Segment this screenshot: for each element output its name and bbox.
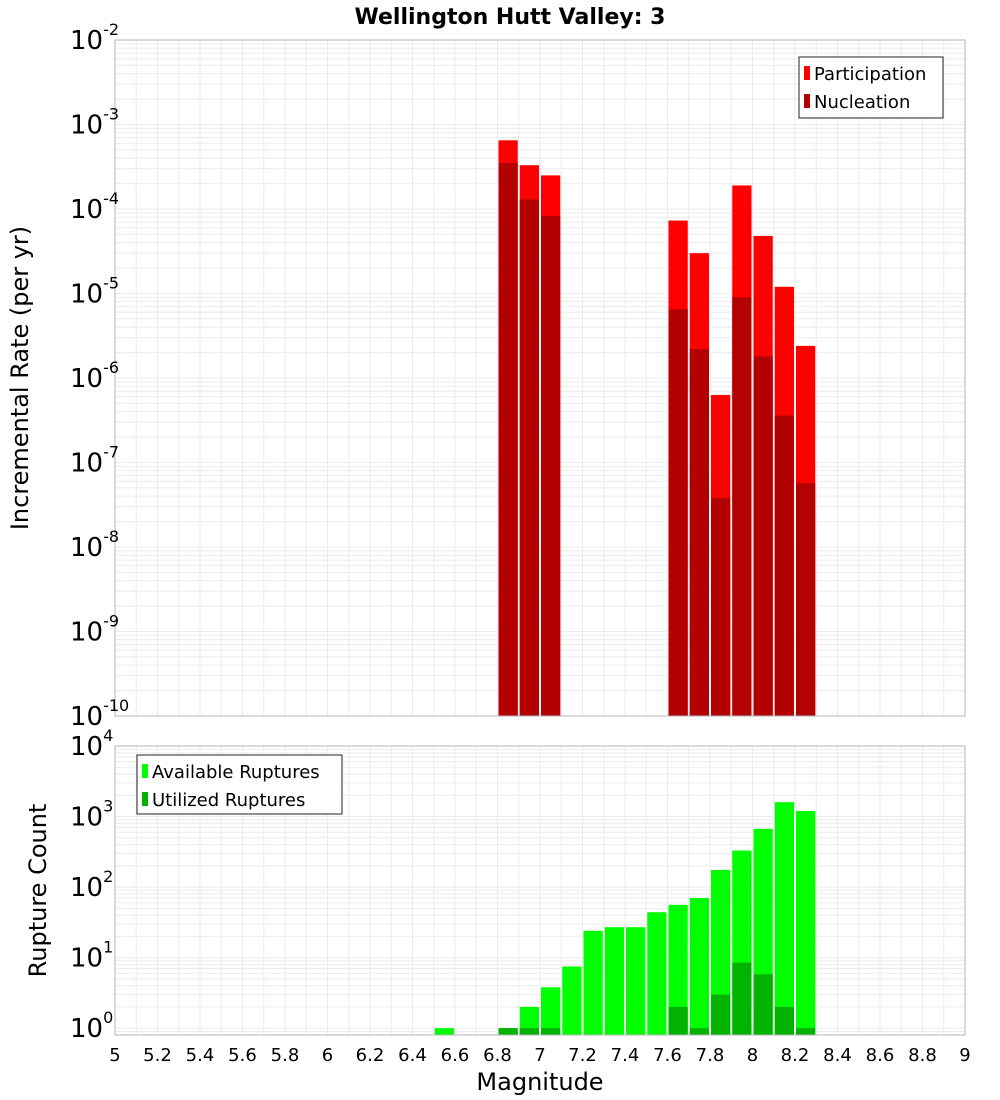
bottom-legend: Available Ruptures Utilized Ruptures (136, 754, 343, 815)
nucleation-bar (541, 215, 561, 717)
legend-swatch (142, 764, 148, 778)
utilized-ruptures-bar (541, 1028, 561, 1035)
nucleation-bar (774, 415, 794, 716)
x-tick-label: 7.4 (611, 1045, 640, 1066)
available-ruptures-bar (519, 1006, 539, 1035)
legend-swatch (804, 66, 810, 80)
utilized-ruptures-bar (774, 1006, 794, 1035)
nucleation-bar (711, 498, 731, 716)
available-ruptures-bar (434, 1028, 454, 1035)
legend-swatch (142, 792, 148, 806)
y-tick-label: 102 (70, 867, 113, 903)
nucleation-bar (668, 309, 688, 716)
nucleation-bar (689, 349, 709, 716)
y-tick-label: 10-7 (70, 443, 119, 479)
chart-title: Wellington Hutt Valley: 3 (355, 5, 666, 30)
utilized-ruptures-bar (498, 1028, 518, 1035)
x-tick-label: 6.8 (483, 1045, 512, 1066)
nucleation-bar (796, 483, 816, 716)
available-ruptures-bar (689, 898, 709, 1035)
x-tick-label: 5.4 (186, 1045, 215, 1066)
incremental-rate-panel: 10-10 10-9 10-8 10-7 10-6 10-5 10-4 10-3 10-2 In… (6, 20, 966, 732)
rupture-count-panel: 100 101 102 103 104 5 5.2 5.4 5.6 5.8 6 6.2 6.4 6.6 6… (24, 726, 971, 1096)
x-tick-label: 7 (534, 1045, 545, 1066)
x-tick-label: 5.6 (228, 1045, 257, 1066)
top-grid (114, 39, 966, 717)
legend-box (798, 56, 944, 119)
x-tick-label: 7.2 (568, 1045, 597, 1066)
x-tick-label: 7.8 (696, 1045, 725, 1066)
x-tick-label: 8.4 (823, 1045, 852, 1066)
available-ruptures-bar (541, 987, 561, 1035)
nucleation-bar (519, 199, 539, 717)
y-tick-label: 10-6 (70, 358, 119, 394)
x-tick-label: 6 (322, 1045, 333, 1066)
x-tick-label: 7.6 (653, 1045, 682, 1066)
nucleation-bar (753, 356, 773, 716)
y-tick-label: 10-3 (70, 105, 119, 141)
x-tick-label: 5 (109, 1045, 120, 1066)
utilized-ruptures-bar (689, 1028, 709, 1035)
available-ruptures-bar (711, 869, 731, 1035)
x-tick-label: 5.8 (271, 1045, 300, 1066)
y-tick-label: 100 (70, 1008, 113, 1044)
bottom-y-axis-label: Rupture Count (24, 804, 52, 978)
utilized-ruptures-bar (711, 994, 731, 1035)
top-y-ticks: 10-10 10-9 10-8 10-7 10-6 10-5 10-4 10-3 10-2 (70, 20, 129, 732)
utilized-ruptures-bar (732, 962, 752, 1035)
bottom-y-ticks: 100 101 102 103 104 (70, 726, 113, 1044)
nucleation-bar (732, 297, 752, 716)
x-tick-labels: 5 5.2 5.4 5.6 5.8 6 6.2 6.4 6.6 6.8 7 7.2 7.4 7.6 7.8 8… (109, 1045, 970, 1066)
utilized-ruptures-bar (519, 1028, 539, 1035)
y-tick-label: 10-9 (70, 612, 119, 648)
available-ruptures-bar (604, 927, 624, 1035)
utilized-ruptures-bar (753, 974, 773, 1035)
y-tick-label: 10-10 (70, 696, 129, 732)
legend-label: Available Ruptures (152, 762, 320, 783)
x-tick-label: 9 (959, 1045, 970, 1066)
x-tick-label: 6.4 (398, 1045, 427, 1066)
legend-label: Participation (814, 64, 926, 85)
utilized-ruptures-bar (796, 1028, 816, 1035)
top-plot-frame (114, 39, 966, 717)
bottom-plot-frame (114, 745, 966, 1036)
y-tick-label: 10-5 (70, 274, 119, 310)
available-ruptures-bar (774, 802, 794, 1035)
nucleation-bar (498, 163, 518, 716)
y-tick-label: 10-8 (70, 527, 119, 563)
y-tick-label: 103 (70, 797, 113, 833)
available-ruptures-bar (668, 904, 688, 1035)
x-tick-label: 6.2 (356, 1045, 385, 1066)
top-legend: Participation Nucleation (798, 56, 944, 119)
x-tick-label: 8.2 (781, 1045, 810, 1066)
x-axis-label: Magnitude (476, 1068, 603, 1096)
x-tick-label: 8.6 (866, 1045, 895, 1066)
available-ruptures-bar (562, 966, 582, 1035)
top-y-axis-label: Incremental Rate (per yr) (6, 226, 34, 530)
legend-label: Utilized Ruptures (152, 790, 305, 811)
y-tick-label: 10-4 (70, 189, 119, 225)
y-tick-label: 101 (70, 938, 113, 974)
bottom-bars (434, 802, 816, 1035)
available-ruptures-bar (583, 930, 603, 1035)
y-tick-label: 10-2 (70, 20, 119, 56)
legend-box (136, 754, 343, 815)
available-ruptures-bar (626, 927, 646, 1035)
legend-label: Nucleation (814, 92, 910, 113)
available-ruptures-bar (647, 912, 667, 1035)
available-ruptures-bar (796, 810, 816, 1035)
x-tick-label: 5.2 (143, 1045, 172, 1066)
y-tick-label: 104 (70, 726, 113, 762)
top-bars (498, 140, 816, 717)
x-tick-label: 6.6 (441, 1045, 470, 1066)
legend-swatch (804, 94, 810, 108)
x-tick-label: 8.8 (908, 1045, 937, 1066)
x-tick-label: 8 (747, 1045, 758, 1066)
utilized-ruptures-bar (668, 1006, 688, 1035)
